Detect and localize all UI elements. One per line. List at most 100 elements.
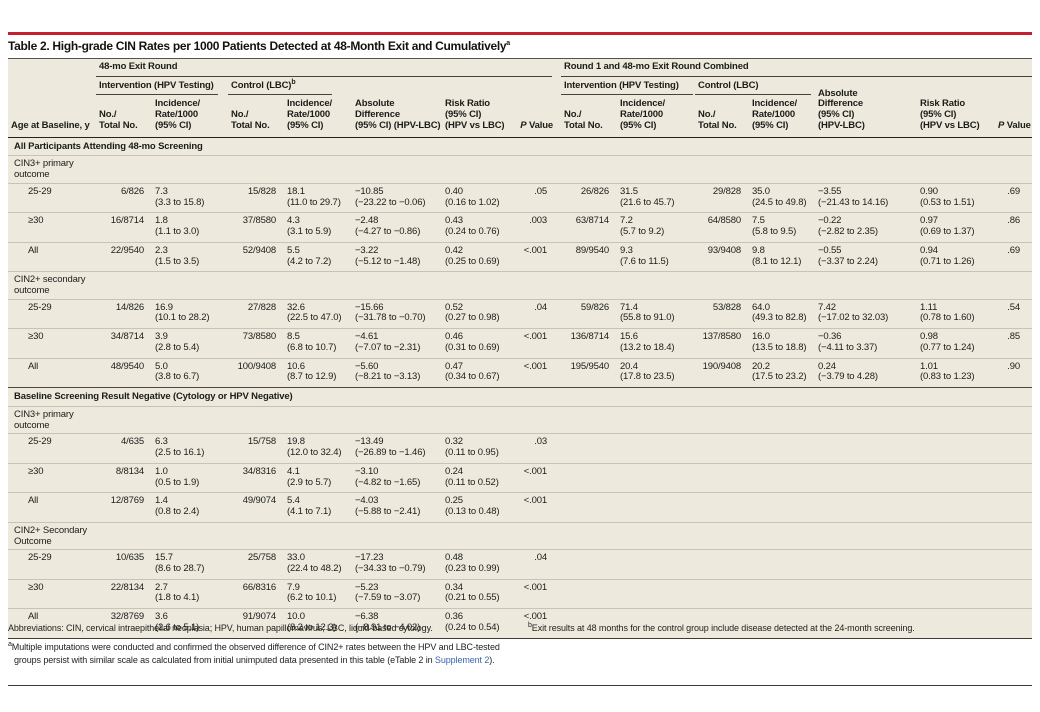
data-cell: [561, 578, 618, 609]
data-cell: 2.3 (1.5 to 3.5): [152, 241, 228, 272]
pvalue-italic-p: P: [998, 119, 1005, 131]
data-cell: 32/8769: [96, 608, 152, 638]
table-row: All 12/8769 1.4 (0.8 to 2.4) 49/9074 5.4 (4.…: [8, 492, 1033, 523]
footnote-a-text: Multiple imputations were conducted and …: [11, 642, 500, 665]
header-subgroup-row: Intervention (HPV Testing) Control (LBC)…: [8, 77, 1033, 138]
subsection-header: CIN2+ secondary outcome: [8, 271, 1033, 300]
data-cell: 4/635: [96, 433, 152, 464]
data-cell: 0.52 (0.27 to 0.98): [442, 298, 516, 329]
data-cell: 0.43 (0.24 to 0.76): [442, 212, 516, 243]
data-cell: 0.24 (−3.79 to 4.28): [815, 357, 918, 388]
group-header-round1-combined: Round 1 and 48-mo Exit Round Combined: [561, 59, 1033, 78]
data-cell: 12/8769: [96, 492, 152, 523]
data-cell: 9.3 (7.6 to 11.5): [617, 241, 696, 272]
data-cell: 48/9540: [96, 357, 152, 388]
section-row: All Participants Attending 48-mo Screeni…: [8, 136, 1033, 156]
pvalue-italic-p: P: [520, 119, 527, 131]
data-cell: <.001: [516, 608, 562, 638]
data-cell: [815, 433, 918, 464]
data-cell: 0.46 (0.31 to 0.69): [442, 328, 516, 359]
data-cell: 89/9540: [561, 241, 618, 272]
data-cell: [617, 608, 696, 638]
data-cell: 100/9408: [228, 357, 284, 388]
footnotes-right-column: bExit results at 48 months for the contr…: [528, 622, 1032, 634]
data-cell: 33.0 (22.4 to 48.2): [284, 549, 352, 580]
abbreviations-note: Abbreviations: CIN, cervical intraepithe…: [8, 623, 433, 633]
data-cell: 27/828: [228, 298, 284, 329]
data-cell: 1.4 (0.8 to 2.4): [152, 492, 228, 523]
footnote-a: aMultiple imputations were conducted and…: [8, 641, 514, 666]
data-cell: [815, 608, 918, 638]
control-left-label: Control (LBC): [231, 79, 292, 91]
table-row: ≥30 16/8714 1.8 (1.1 to 3.0) 37/8580 4.3 (3.…: [8, 212, 1033, 243]
data-cell: <.001: [516, 462, 562, 493]
subgroup-header-control-left: Control (LBC)b: [228, 78, 352, 97]
pvalue-rest: Value: [1004, 119, 1031, 131]
data-cell: 0.94 (0.71 to 1.26): [917, 241, 996, 272]
data-cell: <.001: [516, 241, 562, 272]
footnote-b-text: Exit results at 48 months for the contro…: [531, 623, 915, 633]
table-row: ≥30 22/8134 2.7 (1.8 to 4.1) 66/8316 7.9 (6.…: [8, 578, 1033, 609]
data-cell: [995, 433, 1033, 464]
data-cell: 195/9540: [561, 357, 618, 388]
data-cell: −6.38 (−8.91 to −4.02): [352, 608, 442, 638]
data-cell: [617, 549, 696, 580]
data-cell: 7.2 (5.7 to 9.2): [617, 212, 696, 243]
data-cell: 15.6 (13.2 to 18.4): [617, 328, 696, 359]
data-cell: [617, 462, 696, 493]
data-cell: [749, 608, 816, 638]
data-cell: [815, 578, 918, 609]
data-cell: 6/826: [96, 182, 152, 213]
data-cell: 15/828: [228, 182, 284, 213]
data-cell: 64.0 (49.3 to 82.8): [749, 298, 816, 329]
data-cell: 0.42 (0.25 to 0.69): [442, 241, 516, 272]
supplement-2-link[interactable]: Supplement 2: [434, 654, 490, 665]
data-cell: [815, 549, 918, 580]
data-cell: 0.36 (0.24 to 0.54): [442, 608, 516, 638]
data-cell: −15.66 (−31.78 to −0.70): [352, 298, 442, 329]
data-cell: [749, 433, 816, 464]
col-header-risk-ratio-right: Risk Ratio (95% CI) (HPV vs LBC): [917, 77, 996, 138]
data-cell: 71.4 (55.8 to 91.0): [617, 298, 696, 329]
data-cell: 15/758: [228, 433, 284, 464]
row-age-label: 25-29: [8, 549, 96, 580]
data-cell: 4.3 (3.1 to 5.9): [284, 212, 352, 243]
table-row: 25-29 6/826 7.3 (3.3 to 15.8) 15/828 18.1 (1…: [8, 182, 1033, 213]
data-cell: 34/8316: [228, 462, 284, 493]
data-cell: [917, 578, 996, 609]
data-cell: .03: [516, 433, 562, 464]
data-cell: [749, 462, 816, 493]
table-row: 25-29 4/635 6.3 (2.5 to 16.1) 15/758 19.8 (1…: [8, 433, 1033, 464]
table-row: ≥30 8/8134 1.0 (0.5 to 1.9) 34/8316 4.1 (2.9…: [8, 462, 1033, 493]
data-cell: [561, 608, 618, 638]
data-cell: [917, 608, 996, 638]
data-cell: [617, 433, 696, 464]
data-cell: 10.0 (8.2 to 12.3): [284, 608, 352, 638]
data-cell: [617, 492, 696, 523]
data-cell: 0.98 (0.77 to 1.24): [917, 328, 996, 359]
subsection-row: CIN3+ primary outcome: [8, 405, 1033, 434]
row-age-label: 25-29: [8, 298, 96, 329]
data-cell: 1.01 (0.83 to 1.23): [917, 357, 996, 388]
data-cell: [749, 549, 816, 580]
data-cell: [917, 492, 996, 523]
data-cell: [695, 462, 750, 493]
subsection-row: CIN3+ primary outcome: [8, 155, 1033, 184]
data-cell: 2.7 (1.8 to 4.1): [152, 578, 228, 609]
data-cell: −3.55 (−21.43 to 14.16): [815, 182, 918, 213]
data-cell: 29/828: [695, 182, 750, 213]
data-cell: .04: [516, 549, 562, 580]
data-cell: .54: [995, 298, 1033, 329]
data-cell: 16/8714: [96, 212, 152, 243]
data-cell: −4.61 (−7.07 to −2.31): [352, 328, 442, 359]
data-cell: 0.97 (0.69 to 1.37): [917, 212, 996, 243]
data-cell: [695, 578, 750, 609]
data-cell: 10.6 (8.7 to 12.9): [284, 357, 352, 388]
col-header-no-total-2: No./ Total No.: [228, 96, 284, 138]
data-cell: 31.5 (21.6 to 45.7): [617, 182, 696, 213]
data-cell: [995, 578, 1033, 609]
row-age-label: All: [8, 241, 96, 272]
data-cell: [917, 549, 996, 580]
data-cell: 6.3 (2.5 to 16.1): [152, 433, 228, 464]
